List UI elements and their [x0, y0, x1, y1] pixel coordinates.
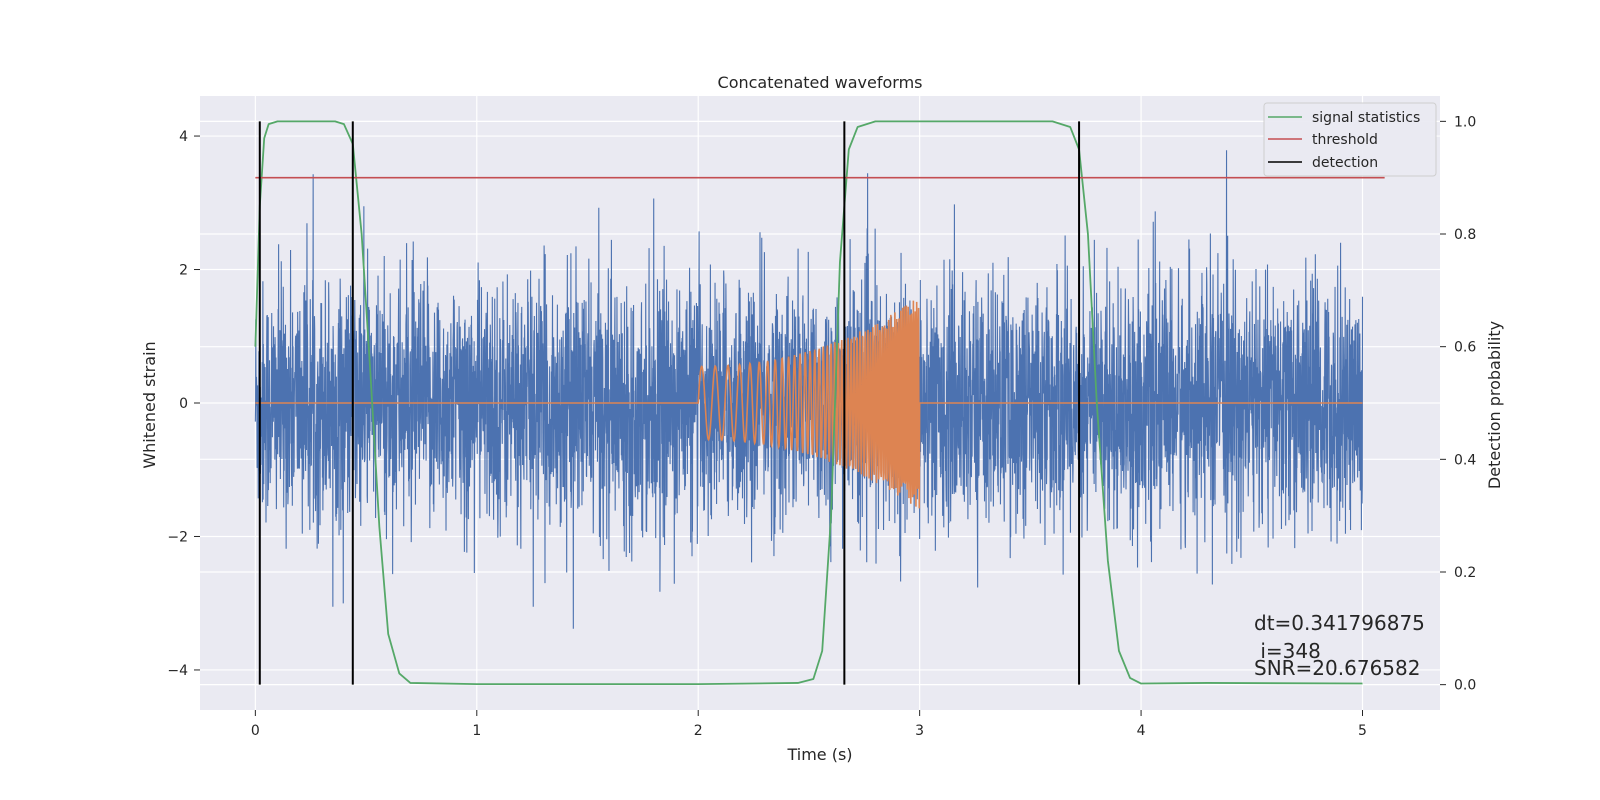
- x-tick-label: 1: [472, 723, 481, 739]
- y-axis-left-label: Whitened strain: [140, 341, 159, 468]
- legend-box: [1263, 102, 1437, 177]
- y-tick-label-left: 2: [179, 263, 188, 279]
- legend-label-detection: detection: [1312, 155, 1378, 171]
- x-tick-label: 2: [694, 723, 703, 739]
- x-tick-label: 5: [1358, 723, 1367, 739]
- y-tick-label-right: 0.6: [1454, 340, 1476, 356]
- signal-statistics-line: [254, 120, 1363, 685]
- x-tick-label: 0: [251, 723, 260, 739]
- y-axis-right-label: Detection probability: [1485, 321, 1504, 489]
- x-tick-label: 4: [1137, 723, 1146, 739]
- annotation-dt: dt=0.341796875: [1254, 611, 1425, 635]
- annotation-snr: SNR=20.676582: [1254, 656, 1420, 680]
- y-axis-left: −4 −2 0 2 4: [167, 129, 200, 679]
- y-tick-label-right: 0.4: [1454, 452, 1476, 468]
- x-axis-label: Time (s): [786, 745, 852, 764]
- annotation-i: i=348: [1254, 639, 1321, 663]
- template-line: [255, 300, 1363, 509]
- chart-title: Concatenated waveforms: [718, 73, 923, 92]
- y-tick-label-left: −4: [167, 663, 188, 679]
- legend-label-threshold: threshold: [1312, 132, 1378, 148]
- y-axis-right: 0.0 0.2 0.4 0.6 0.8 1.0: [1440, 114, 1476, 694]
- y-tick-label-left: 4: [179, 129, 188, 145]
- y-tick-label-right: 0.8: [1454, 227, 1476, 243]
- y-tick-label-right: 1.0: [1454, 114, 1476, 130]
- template-series: [255, 300, 1363, 509]
- y-tick-label-left: 0: [179, 396, 188, 412]
- detection-series: [258, 121, 1081, 685]
- x-axis: 0 1 2 3 4 5: [251, 710, 1367, 739]
- y-tick-label-left: −2: [167, 529, 188, 545]
- x-tick-label: 3: [915, 723, 924, 739]
- legend: signal statistics threshold detection: [1263, 102, 1437, 177]
- signal-statistics-series: [254, 120, 1363, 685]
- annotations: dt=0.341796875 i=348 SNR=20.676582: [1254, 611, 1425, 680]
- y-tick-label-right: 0.2: [1454, 565, 1476, 581]
- legend-label-signal-statistics: signal statistics: [1312, 110, 1420, 126]
- y-tick-label-right: 0.0: [1454, 678, 1476, 694]
